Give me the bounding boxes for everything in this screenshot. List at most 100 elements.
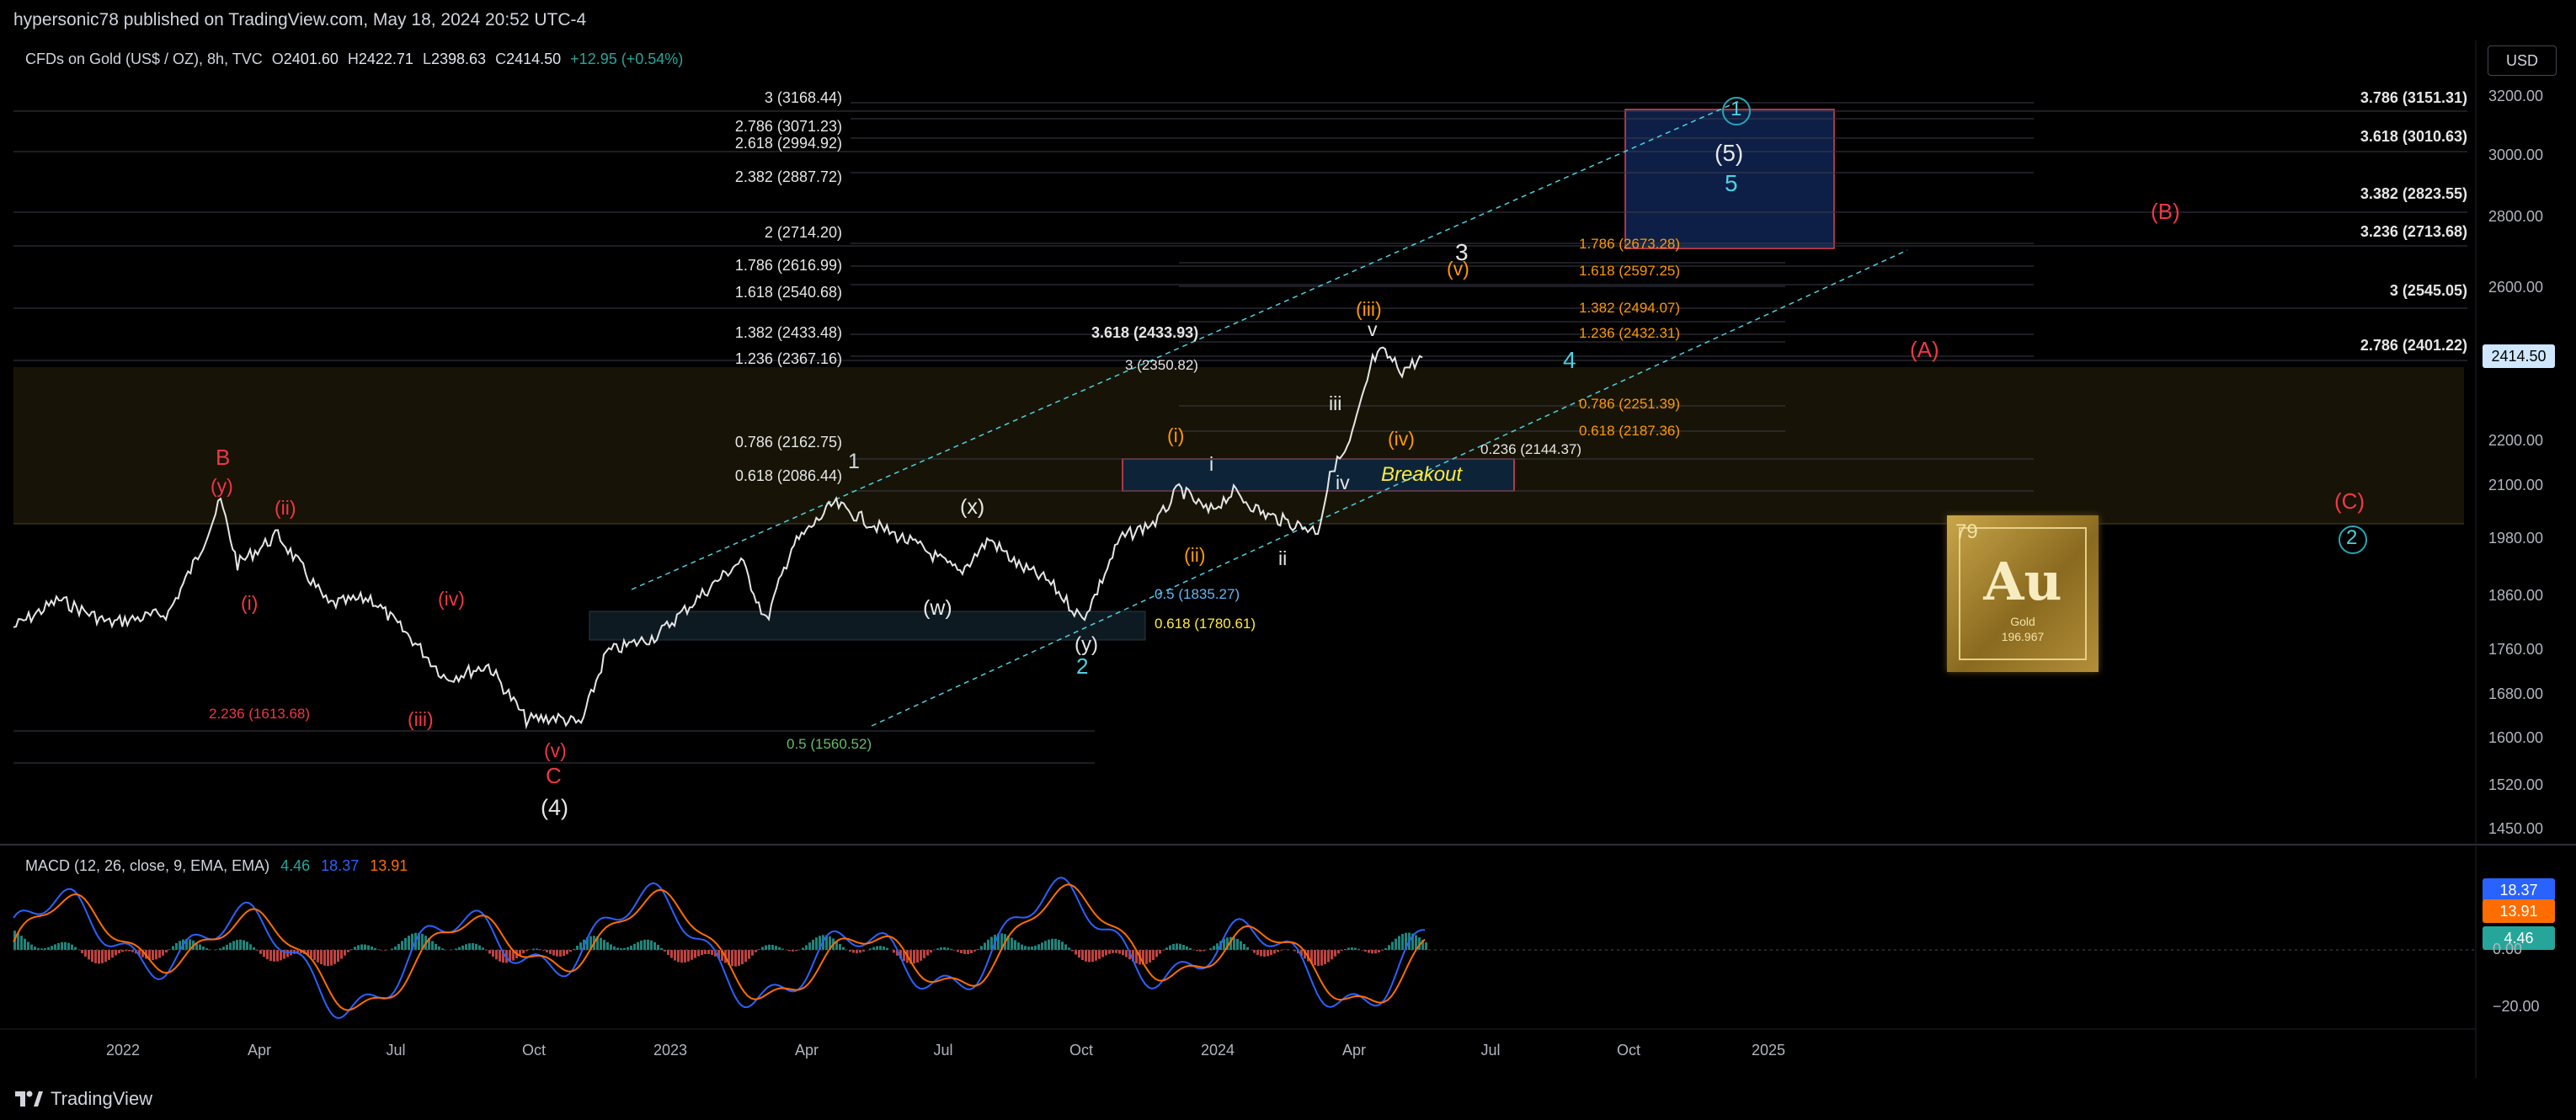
macd-hist-bar bbox=[1078, 950, 1080, 958]
macd-hist-bar bbox=[482, 947, 484, 950]
macd-hist-bar bbox=[1037, 944, 1040, 950]
macd-hist-bar bbox=[1021, 944, 1023, 950]
macd-hist-bar bbox=[1364, 950, 1367, 952]
macd-hist-bar bbox=[977, 948, 979, 950]
currency-button[interactable]: USD bbox=[2488, 45, 2557, 76]
macd-hist-bar bbox=[802, 947, 804, 950]
macd-hist-bar bbox=[684, 950, 686, 963]
brand-name: TradingView bbox=[51, 1088, 153, 1109]
macd-hist-bar bbox=[34, 947, 36, 950]
wave-label: i bbox=[1209, 453, 1214, 475]
macd-hist-bar bbox=[711, 950, 713, 955]
macd-hist-bar bbox=[926, 950, 929, 956]
macd-hist-bar bbox=[273, 950, 275, 962]
macd-hist-bar bbox=[313, 950, 316, 960]
fib-label-left: 1.618 (2540.68) bbox=[734, 284, 842, 301]
publish-info: hypersonic78 published on TradingView.co… bbox=[13, 10, 587, 29]
wave-circle-1 bbox=[1722, 97, 1751, 125]
macd-hist-bar bbox=[125, 950, 127, 952]
macd-hist-bar bbox=[755, 950, 757, 952]
wave-label: (iv) bbox=[438, 588, 465, 610]
time-axis-tick: Oct bbox=[1069, 1042, 1093, 1059]
wave-label: 2 bbox=[2346, 526, 2358, 549]
macd-hist-bar bbox=[899, 950, 902, 959]
macd-hist-bar bbox=[1327, 950, 1330, 963]
macd-hist-bar bbox=[613, 946, 616, 950]
wave-label: (v) bbox=[544, 739, 567, 761]
macd-hist-bar bbox=[536, 948, 538, 950]
macd-hist-bar bbox=[1048, 939, 1050, 950]
macd-hist-bar bbox=[990, 936, 993, 950]
macd-axis-tick: −20.00 bbox=[2493, 998, 2540, 1015]
price-axis-tick: 1860.00 bbox=[2488, 587, 2544, 604]
macd-hist-bar bbox=[1354, 947, 1357, 950]
symbol-name: CFDs on Gold (US$ / OZ), 8h, TVC bbox=[25, 51, 263, 67]
macd-hist-bar bbox=[411, 933, 413, 950]
macd-hist-bar bbox=[1179, 943, 1181, 950]
macd-hist-bar bbox=[310, 950, 312, 958]
macd-hist-bar bbox=[1351, 947, 1353, 950]
macd-hist-bar bbox=[741, 950, 744, 965]
macd-hist-bar bbox=[869, 948, 872, 950]
macd-hist-bar bbox=[1347, 947, 1350, 950]
chart-area[interactable] bbox=[0, 40, 2576, 1078]
macd-hist-bar bbox=[155, 950, 157, 960]
macd-hist-bar bbox=[512, 950, 515, 961]
macd-hist-bar bbox=[488, 950, 491, 954]
macd-hist-bar bbox=[559, 950, 562, 957]
macd-hist-bar bbox=[391, 948, 393, 950]
macd-hist-bar bbox=[825, 935, 828, 950]
macd-hist-bar bbox=[1226, 937, 1229, 950]
price-axis-tick: 1680.00 bbox=[2488, 685, 2544, 702]
wave-label: (4) bbox=[541, 795, 568, 820]
macd-hist-bar bbox=[397, 943, 400, 950]
macd-hist-bar bbox=[893, 950, 895, 953]
wave-label: (y) bbox=[211, 475, 233, 497]
macd-hist-bar bbox=[680, 950, 683, 963]
time-axis-tick: Oct bbox=[521, 1042, 546, 1059]
macd-hist-bar bbox=[266, 950, 269, 960]
macd-legend[interactable]: MACD (12, 26, close, 9, EMA, EMA) 4.46 1… bbox=[25, 857, 414, 875]
macd-hist-bar bbox=[771, 945, 774, 950]
macd-hist-bar bbox=[502, 950, 504, 963]
macd-value: 18.37 bbox=[321, 857, 360, 874]
macd-hist-bar bbox=[40, 948, 43, 950]
macd-hist-bar bbox=[657, 944, 659, 950]
macd-hist-bar bbox=[1024, 946, 1027, 950]
macd-hist-bar bbox=[812, 939, 814, 950]
time-axis-tick: 2023 bbox=[653, 1042, 688, 1059]
macd-hist-bar bbox=[664, 950, 666, 952]
macd-hist-bar bbox=[94, 950, 97, 963]
macd-hist-bar bbox=[64, 941, 67, 950]
macd-hist-bar bbox=[704, 950, 707, 955]
symbol-legend[interactable]: CFDs on Gold (US$ / OZ), 8h, TVC O2401.6… bbox=[25, 51, 688, 68]
macd-hist-bar bbox=[758, 949, 760, 950]
macd-hist-bar bbox=[236, 940, 238, 950]
macd-hist-bar bbox=[573, 948, 575, 950]
macd-hist-bar bbox=[239, 939, 242, 950]
macd-hist-bar bbox=[677, 950, 680, 963]
wave-label: iv bbox=[1336, 472, 1350, 493]
macd-hist-bar bbox=[1256, 950, 1259, 955]
macd-hist-bar bbox=[1371, 950, 1373, 954]
atomic-mass: 196.967 bbox=[2001, 630, 2045, 643]
macd-hist-bar bbox=[903, 950, 905, 962]
macd-hist-bar bbox=[643, 939, 646, 950]
macd-hist-bar bbox=[1391, 941, 1394, 950]
macd-hist-bar bbox=[1189, 947, 1192, 950]
chart-canvas[interactable] bbox=[0, 0, 2576, 1078]
macd-hist-bar bbox=[525, 950, 528, 952]
macd-hist-bar bbox=[1176, 943, 1178, 950]
price-series[interactable] bbox=[13, 346, 1423, 730]
price-axis-tick: 2800.00 bbox=[2488, 208, 2544, 225]
macd-hist-bar bbox=[249, 944, 252, 950]
macd-hist-bar bbox=[24, 938, 26, 950]
macd-hist-bar bbox=[131, 950, 134, 952]
tradingview-brand[interactable]: TradingView bbox=[13, 1088, 152, 1110]
macd-hist-bar bbox=[1317, 950, 1320, 966]
macd-hist-bar bbox=[1388, 945, 1390, 950]
macd-hist-bar bbox=[88, 950, 90, 960]
macd-hist-bar bbox=[118, 950, 120, 954]
macd-hist-bar bbox=[1314, 950, 1316, 966]
macd-hist-bar bbox=[744, 950, 747, 963]
